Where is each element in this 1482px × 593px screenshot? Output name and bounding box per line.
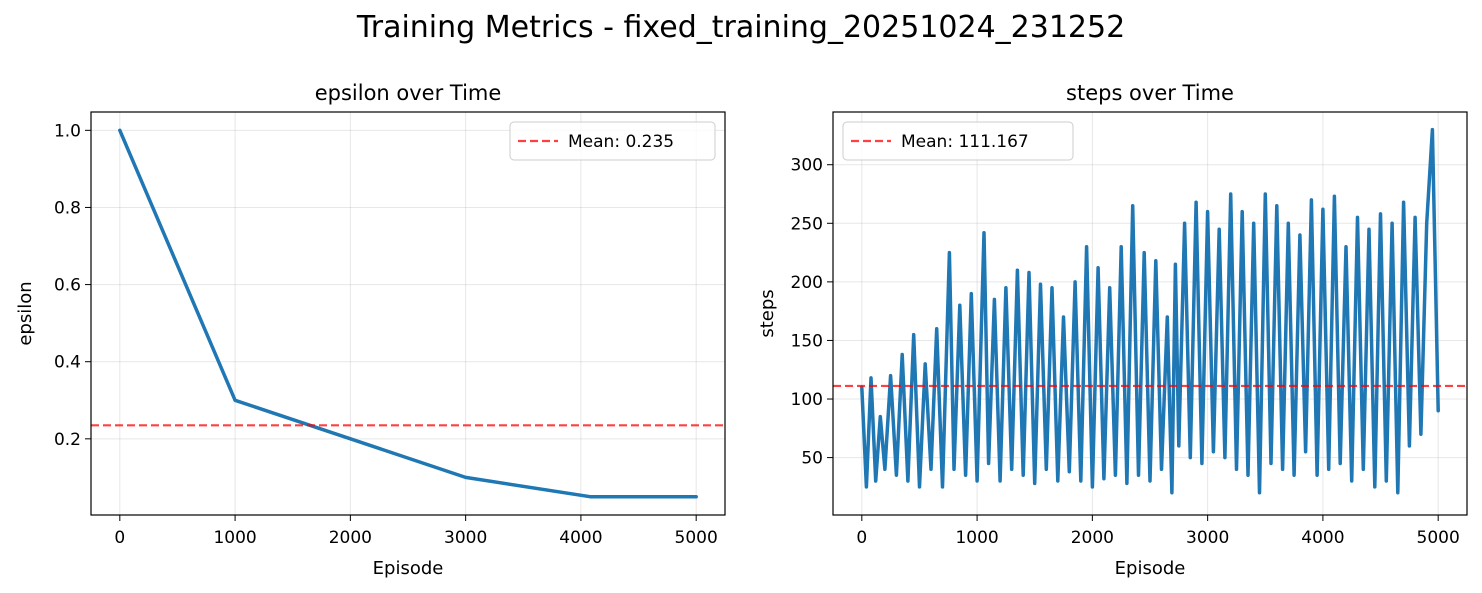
y-tick-label: 0.4 (54, 353, 81, 373)
epsilon-x-axis-label: Episode (373, 558, 444, 579)
x-tick-label: 4000 (559, 528, 602, 548)
y-tick-label: 300 (791, 156, 823, 176)
epsilon-series-line (118, 128, 698, 499)
y-tick-label: 150 (791, 331, 823, 351)
steps-subplot: 0 1000 2000 3000 4000 5000 50 100 150 200 250 300 st… (757, 81, 1468, 579)
x-tick-label: 2000 (1071, 528, 1114, 548)
y-tick-label: 50 (801, 449, 823, 469)
x-tick-label: 5000 (1417, 528, 1460, 548)
epsilon-legend-box (509, 121, 716, 161)
y-tick-label: 0.8 (54, 198, 81, 218)
steps-legend-box (842, 121, 1074, 161)
steps-subplot-title: steps over Time (1066, 81, 1234, 105)
steps-axes-frame (832, 111, 1468, 516)
steps-legend-label: Mean: 111.167 (901, 132, 1029, 152)
figure-title: Training Metrics - fixed_training_202510… (356, 10, 1126, 45)
y-tick-label: 250 (791, 214, 823, 234)
y-tick-label: 200 (791, 273, 823, 293)
epsilon-subplot: 0 1000 2000 3000 4000 5000 0.2 0.4 0.6 0.8 1.0 epsi… (15, 81, 726, 579)
y-tick-label: 0.2 (54, 430, 81, 450)
x-tick-label: 4000 (1301, 528, 1344, 548)
epsilon-axes-frame (90, 111, 726, 516)
x-tick-label: 3000 (444, 528, 487, 548)
x-tick-label: 3000 (1186, 528, 1229, 548)
steps-y-axis-label: steps (757, 289, 778, 337)
x-tick-label: 1000 (955, 528, 998, 548)
y-tick-label: 100 (791, 390, 823, 410)
y-tick-label: 0.6 (54, 276, 81, 296)
x-tick-label: 2000 (329, 528, 372, 548)
epsilon-y-axis-label: epsilon (15, 281, 36, 345)
steps-series-line (860, 127, 1440, 495)
steps-x-axis-label: Episode (1115, 558, 1186, 579)
x-tick-label: 0 (856, 528, 867, 548)
epsilon-legend-label: Mean: 0.235 (568, 132, 674, 152)
x-tick-label: 5000 (675, 528, 718, 548)
x-tick-label: 0 (114, 528, 125, 548)
x-tick-label: 1000 (213, 528, 256, 548)
epsilon-subplot-title: epsilon over Time (315, 81, 502, 105)
y-tick-label: 1.0 (54, 121, 81, 141)
